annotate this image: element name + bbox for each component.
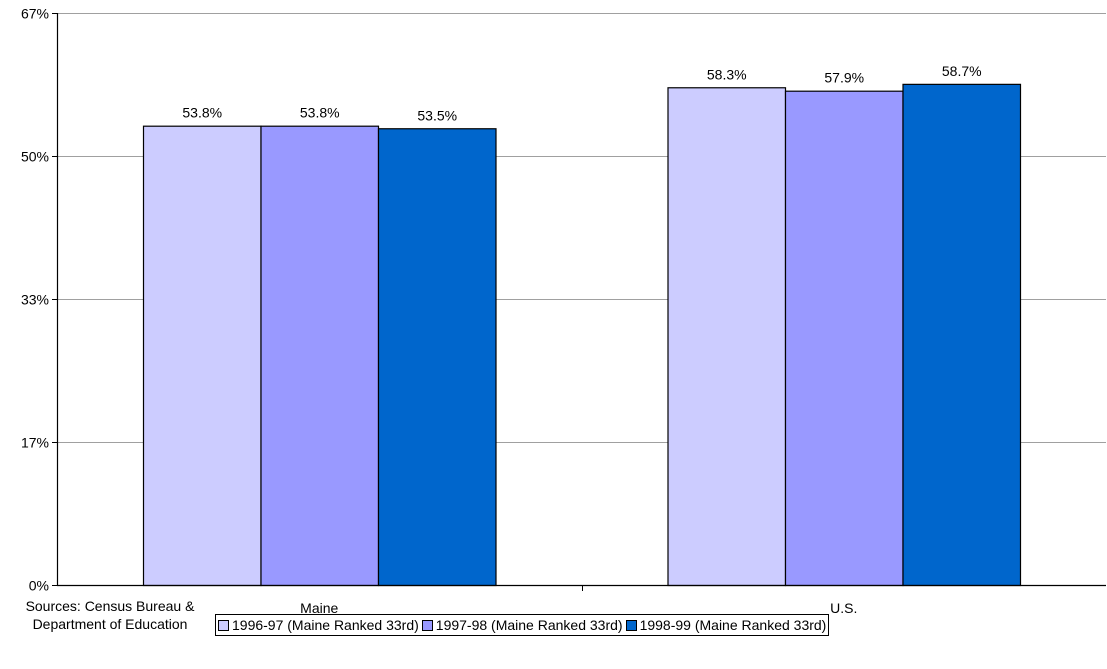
y-tick-label: 17% xyxy=(21,435,49,451)
legend-item: 1998-99 (Maine Ranked 33rd) xyxy=(625,617,827,633)
y-tick-label: 50% xyxy=(21,149,49,165)
x-category-label: Maine xyxy=(300,600,338,616)
y-tick-label: 0% xyxy=(29,578,49,594)
legend-item: 1997-98 (Maine Ranked 33rd) xyxy=(421,617,623,633)
legend-label: 1998-99 (Maine Ranked 33rd) xyxy=(639,617,827,633)
legend-label: 1997-98 (Maine Ranked 33rd) xyxy=(435,617,623,633)
x-category-label: U.S. xyxy=(830,600,857,616)
bar-maine-series-3 xyxy=(377,128,497,587)
data-label: 53.8% xyxy=(300,105,340,121)
bar-maine-series-1 xyxy=(142,125,262,587)
data-label: 58.3% xyxy=(707,66,747,82)
y-tick-label: 67% xyxy=(21,6,49,22)
y-tick-label: 33% xyxy=(21,292,49,308)
legend-swatch xyxy=(625,619,637,631)
bar-maine-series-2 xyxy=(260,125,380,587)
source-note: Sources: Census Bureau & Department of E… xyxy=(25,598,195,632)
legend-swatch xyxy=(421,619,433,631)
bar-us-series-2 xyxy=(784,90,904,587)
data-label: 57.9% xyxy=(824,70,864,86)
bar-us-series-3 xyxy=(902,83,1022,587)
legend: 1996-97 (Maine Ranked 33rd) 1997-98 (Main… xyxy=(215,614,830,636)
data-label: 58.7% xyxy=(942,63,982,79)
axes xyxy=(52,13,1106,591)
labels: 0% 17% 33% 50% 67% 53.8% 53.8% 53.5% Maine 58.3% 5… xyxy=(21,6,982,617)
bars xyxy=(142,83,1022,587)
data-label: 53.8% xyxy=(182,105,222,121)
legend-swatch xyxy=(218,619,229,631)
legend-item: 1996-97 (Maine Ranked 33rd) xyxy=(218,617,419,633)
bar-us-series-1 xyxy=(667,87,787,587)
legend-label: 1996-97 (Maine Ranked 33rd) xyxy=(232,617,419,633)
data-label: 53.5% xyxy=(417,107,457,123)
